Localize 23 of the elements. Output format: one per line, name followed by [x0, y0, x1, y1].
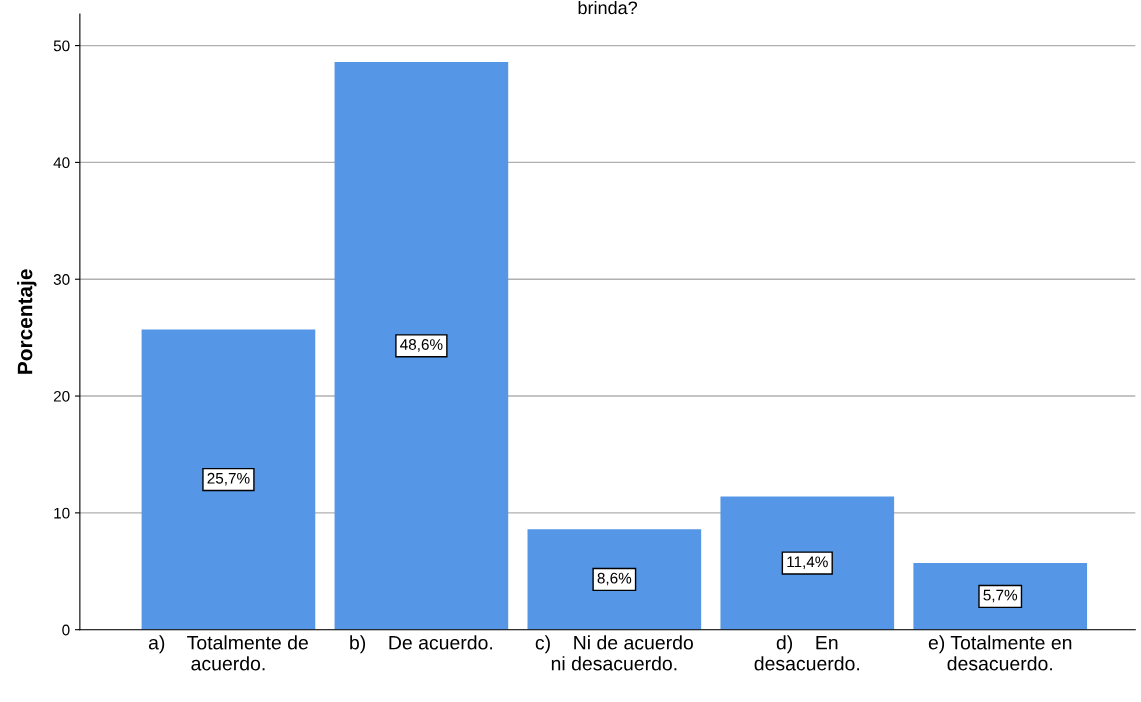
chart-title: brinda? [578, 0, 638, 15]
bar [334, 61, 509, 630]
y-tick-label: 30 [53, 274, 70, 285]
x-tick-label: a) Totalmente de acuerdo. [148, 635, 308, 671]
data-label: 11,4% [787, 556, 828, 570]
bar [527, 529, 702, 630]
x-tick-label: d) En desacuerdo. [754, 635, 860, 671]
bar [913, 563, 1088, 630]
x-tick-label: e) Totalmente en desacuerdo. [928, 635, 1072, 671]
bar [720, 496, 895, 630]
x-tick-label: b) De acuerdo. [350, 635, 493, 654]
data-label: 25,7% [207, 472, 250, 486]
y-tick-label: 20 [53, 390, 70, 402]
x-tick-label: c) Ni de acuerdo ni desacuerdo. [535, 635, 693, 671]
data-label: 48,6% [400, 339, 443, 352]
y-axis-title: Porcentaje [17, 269, 37, 374]
y-tick-label: 50 [53, 40, 70, 52]
y-tick-label: 10 [54, 507, 70, 519]
y-tick-label: 40 [53, 157, 70, 169]
data-label: 5,7% [983, 589, 1018, 603]
data-label: 8,6% [597, 572, 632, 586]
y-tick-label: 0 [62, 624, 70, 636]
bar [141, 329, 316, 630]
